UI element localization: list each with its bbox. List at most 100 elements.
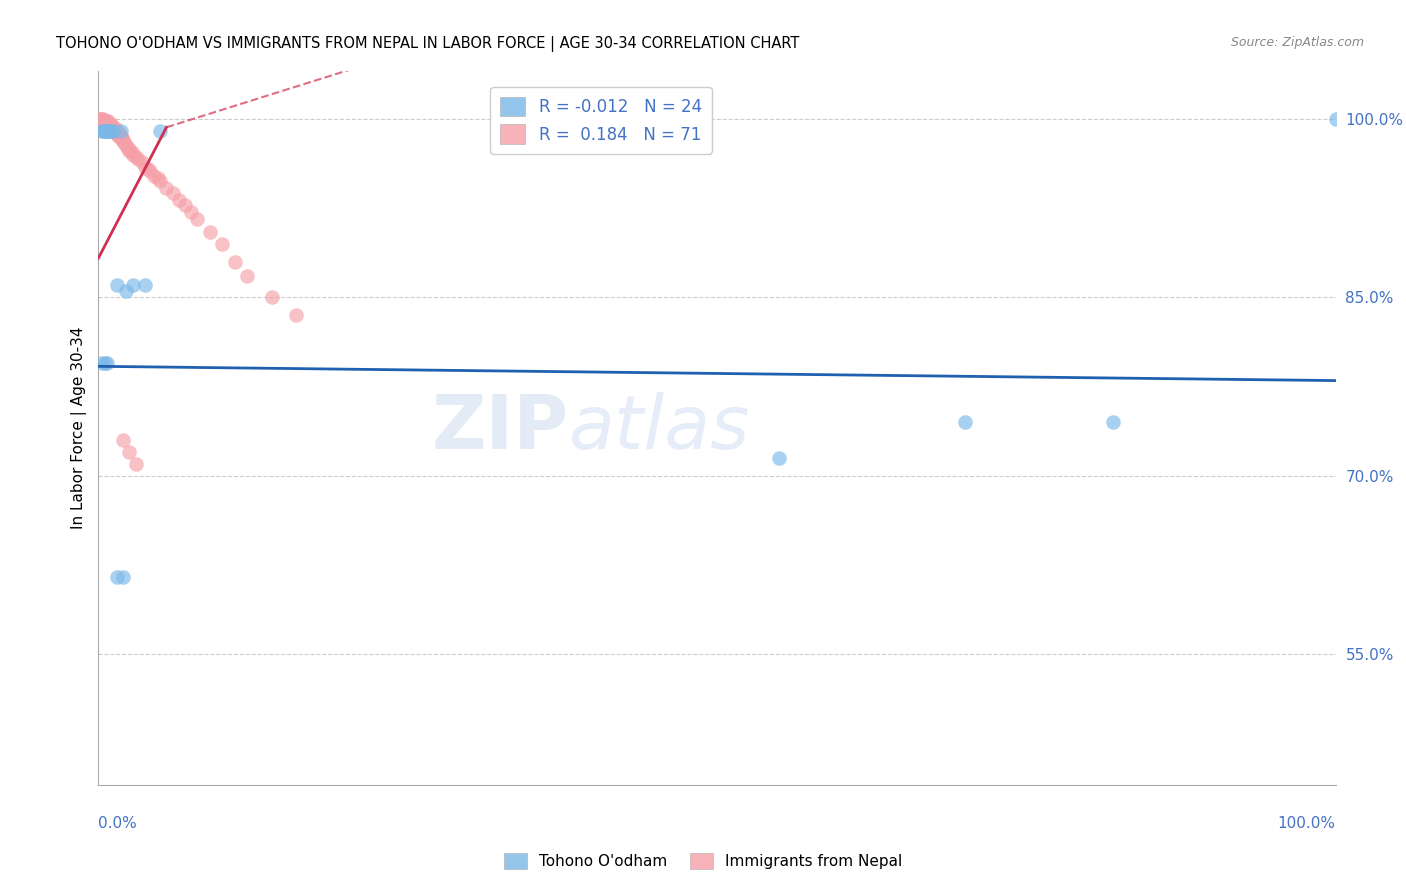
Point: [236, 268, 259, 283]
Legend: Tohono O'odham, Immigrants from Nepal: Tohono O'odham, Immigrants from Nepal: [498, 847, 908, 875]
Point: [124, 150, 146, 164]
Point: [114, 285, 136, 299]
Point: [100, 124, 122, 138]
Point: [127, 153, 149, 167]
Point: [1324, 112, 1347, 126]
Point: [96, 117, 118, 131]
Point: [162, 186, 184, 200]
Point: [93, 112, 115, 126]
Point: [104, 124, 127, 138]
Point: [93, 114, 115, 128]
Text: TOHONO O'ODHAM VS IMMIGRANTS FROM NEPAL IN LABOR FORCE | AGE 30-34 CORRELATION C: TOHONO O'ODHAM VS IMMIGRANTS FROM NEPAL …: [56, 36, 800, 52]
Point: [110, 124, 132, 138]
Point: [91, 114, 114, 128]
Point: [93, 356, 115, 370]
Point: [114, 138, 136, 153]
Point: [260, 290, 283, 304]
Point: [96, 124, 118, 138]
Point: [118, 144, 141, 158]
Point: [155, 181, 177, 195]
Point: [91, 124, 114, 138]
Point: [149, 124, 172, 138]
Point: [110, 128, 132, 143]
Point: [112, 133, 135, 147]
Point: [89, 112, 111, 126]
Point: [93, 117, 115, 131]
Point: [91, 356, 114, 370]
Point: [134, 160, 156, 174]
Point: [180, 204, 202, 219]
Point: [97, 124, 120, 138]
Point: [134, 278, 156, 293]
Text: 100.0%: 100.0%: [1278, 816, 1336, 831]
Point: [94, 114, 117, 128]
Point: [112, 570, 135, 584]
Text: 0.0%: 0.0%: [98, 816, 138, 831]
Point: [93, 124, 115, 138]
Point: [96, 356, 118, 370]
Point: [103, 121, 125, 136]
Legend: R = -0.012   N = 24, R =  0.184   N = 71: R = -0.012 N = 24, R = 0.184 N = 71: [491, 87, 711, 153]
Point: [174, 197, 197, 211]
Point: [94, 124, 117, 138]
Point: [93, 114, 115, 128]
Point: [100, 117, 122, 131]
Point: [94, 117, 117, 131]
Point: [105, 278, 128, 293]
Point: [118, 445, 141, 459]
Point: [98, 117, 121, 131]
Point: [112, 136, 135, 150]
Point: [108, 126, 131, 140]
Text: ZIP: ZIP: [432, 392, 568, 465]
Point: [110, 131, 132, 145]
Point: [167, 193, 190, 207]
Point: [100, 119, 122, 133]
Point: [96, 114, 118, 128]
Point: [118, 142, 141, 156]
Point: [111, 131, 134, 145]
Point: [285, 308, 308, 322]
Point: [90, 112, 112, 126]
Point: [136, 161, 159, 176]
Point: [98, 124, 121, 138]
Point: [953, 415, 976, 429]
Point: [97, 114, 120, 128]
Point: [103, 124, 125, 138]
Point: [98, 119, 121, 133]
Point: [93, 124, 115, 138]
Text: atlas: atlas: [568, 392, 749, 464]
Text: Source: ZipAtlas.com: Source: ZipAtlas.com: [1230, 36, 1364, 49]
Point: [97, 119, 120, 133]
Point: [139, 164, 162, 178]
Point: [97, 117, 120, 131]
Point: [124, 457, 146, 471]
Point: [143, 169, 166, 183]
Point: [224, 254, 246, 268]
Point: [105, 126, 128, 140]
Point: [107, 126, 129, 140]
Point: [103, 124, 125, 138]
Point: [1102, 415, 1125, 429]
Point: [122, 147, 145, 161]
Point: [112, 433, 135, 447]
Point: [103, 124, 125, 138]
Point: [211, 236, 233, 251]
Point: [115, 140, 138, 154]
Point: [103, 121, 125, 136]
Point: [101, 119, 124, 133]
Point: [122, 278, 145, 293]
Point: [105, 570, 128, 584]
Point: [108, 128, 131, 143]
Point: [146, 171, 169, 186]
Point: [111, 133, 134, 147]
Point: [91, 112, 114, 126]
Point: [104, 126, 127, 140]
Point: [149, 174, 172, 188]
Y-axis label: In Labor Force | Age 30-34: In Labor Force | Age 30-34: [72, 326, 87, 530]
Point: [96, 119, 118, 133]
Point: [768, 450, 790, 465]
Point: [186, 211, 208, 226]
Point: [107, 128, 129, 143]
Point: [101, 121, 124, 136]
Point: [198, 225, 221, 239]
